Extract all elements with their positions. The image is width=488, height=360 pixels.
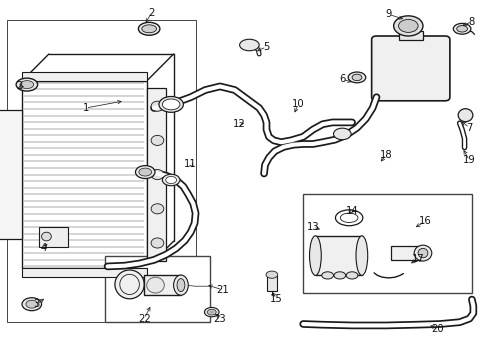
Ellipse shape: [355, 236, 367, 275]
Ellipse shape: [265, 271, 277, 278]
Bar: [7, 20, 195, 322]
Ellipse shape: [151, 135, 163, 145]
Ellipse shape: [142, 25, 156, 33]
Text: 5: 5: [263, 42, 269, 52]
Text: 18: 18: [379, 150, 392, 160]
Text: 17: 17: [411, 254, 424, 264]
Ellipse shape: [151, 170, 163, 180]
Ellipse shape: [204, 307, 219, 317]
Ellipse shape: [135, 166, 155, 179]
Ellipse shape: [138, 22, 160, 35]
Ellipse shape: [413, 245, 431, 261]
Bar: [39, 227, 68, 247]
Text: 19: 19: [462, 155, 475, 165]
Ellipse shape: [41, 232, 51, 241]
Bar: [22, 81, 146, 268]
Ellipse shape: [162, 99, 180, 110]
Ellipse shape: [333, 128, 350, 140]
Ellipse shape: [16, 78, 38, 91]
Ellipse shape: [151, 101, 163, 111]
Ellipse shape: [151, 204, 163, 214]
Ellipse shape: [309, 236, 321, 275]
Bar: [303, 194, 471, 293]
Text: 4: 4: [41, 243, 47, 253]
Ellipse shape: [347, 72, 365, 83]
Text: 8: 8: [468, 17, 474, 27]
Ellipse shape: [139, 168, 151, 176]
Bar: [315, 236, 361, 275]
Ellipse shape: [393, 16, 422, 36]
Ellipse shape: [20, 81, 34, 89]
Ellipse shape: [351, 74, 361, 81]
Text: 9: 9: [385, 9, 391, 19]
Ellipse shape: [457, 109, 472, 122]
Ellipse shape: [173, 275, 188, 295]
Text: 22: 22: [138, 314, 150, 324]
Ellipse shape: [165, 176, 176, 184]
Ellipse shape: [162, 174, 180, 186]
Bar: [144, 275, 181, 295]
Ellipse shape: [321, 272, 333, 279]
Text: 1: 1: [82, 103, 89, 113]
Ellipse shape: [146, 277, 164, 293]
Bar: [22, 268, 146, 277]
Ellipse shape: [159, 96, 183, 112]
Ellipse shape: [151, 238, 163, 248]
Text: 2: 2: [148, 8, 155, 18]
Text: 20: 20: [430, 324, 443, 334]
Ellipse shape: [177, 279, 184, 292]
Bar: [398, 31, 422, 40]
Text: 14: 14: [345, 206, 358, 216]
Ellipse shape: [417, 248, 427, 258]
Ellipse shape: [22, 298, 41, 311]
Bar: [22, 72, 146, 81]
Bar: [105, 256, 210, 322]
Text: 21: 21: [216, 285, 228, 295]
Text: 7: 7: [465, 123, 472, 133]
Ellipse shape: [398, 19, 417, 32]
Bar: [266, 275, 277, 291]
Text: 12: 12: [233, 119, 245, 129]
Text: 15: 15: [269, 294, 282, 304]
FancyBboxPatch shape: [371, 36, 449, 101]
Text: 2: 2: [16, 81, 23, 91]
Text: 11: 11: [184, 159, 197, 169]
Ellipse shape: [333, 272, 345, 279]
Ellipse shape: [456, 26, 467, 32]
Ellipse shape: [239, 39, 259, 51]
Ellipse shape: [346, 272, 357, 279]
Text: 10: 10: [291, 99, 304, 109]
Text: 13: 13: [306, 222, 319, 232]
Text: 6: 6: [338, 74, 345, 84]
Text: 16: 16: [418, 216, 431, 226]
Text: 3: 3: [34, 299, 40, 309]
Ellipse shape: [26, 300, 38, 308]
Bar: [146, 88, 165, 261]
Bar: [0, 110, 22, 239]
Ellipse shape: [115, 270, 144, 299]
Text: 23: 23: [213, 314, 226, 324]
Bar: [390, 246, 422, 260]
Ellipse shape: [207, 309, 216, 315]
Ellipse shape: [452, 23, 470, 34]
